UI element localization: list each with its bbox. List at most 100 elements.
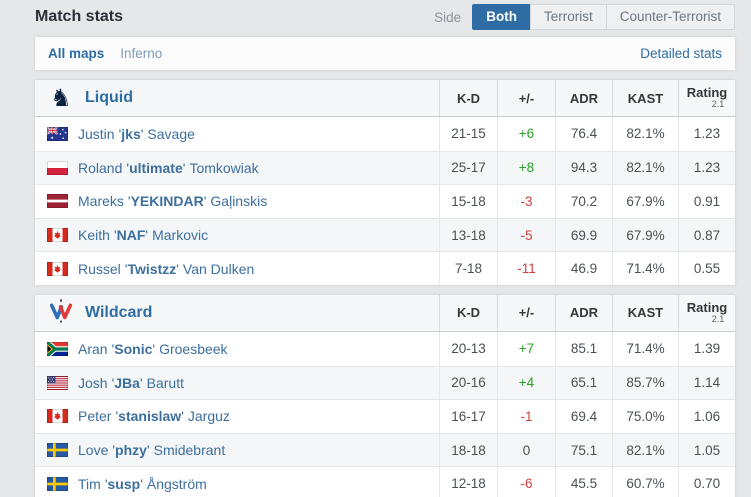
- kast-value: 82.1%: [612, 117, 678, 151]
- player-row: TimsuspÅngström 12-18 -6 45.5 60.7% 0.70: [35, 466, 735, 497]
- kd-value: 13-18: [439, 218, 497, 252]
- col-header-kd: K-D: [439, 80, 497, 116]
- maps-subnav: All maps Inferno Detailed stats: [35, 37, 735, 70]
- player-link[interactable]: RusselTwistzzVan Dulken: [78, 261, 254, 277]
- team-cell: ♞ Liquid: [35, 80, 439, 116]
- detailed-stats-link[interactable]: Detailed stats: [640, 46, 722, 61]
- col-header-plus-minus: +/-: [497, 294, 555, 331]
- flag-canada-icon: [47, 261, 68, 276]
- player-name-cell: JoshJBaBarutt: [35, 367, 439, 400]
- team-name-link[interactable]: Liquid: [85, 89, 133, 106]
- kd-value: 16-17: [439, 400, 497, 433]
- kast-value: 71.4%: [612, 331, 678, 366]
- adr-value: 65.1: [555, 366, 612, 400]
- wildcard-logo-icon: [46, 297, 76, 329]
- player-link[interactable]: AranSonicGroesbeek: [78, 341, 228, 357]
- adr-value: 69.4: [555, 400, 612, 433]
- plus-minus-value: +6: [497, 117, 555, 151]
- player-name-cell: RusselTwistzzVan Dulken: [35, 252, 439, 285]
- side-filter-label: Side: [434, 9, 462, 25]
- flag-poland-icon: [47, 160, 68, 175]
- map-link-inferno[interactable]: Inferno: [120, 46, 163, 61]
- flag-sweden-icon: [47, 443, 68, 458]
- side-filter-tabs: Both Terrorist Counter-Terrorist: [472, 4, 735, 30]
- plus-minus-value: +4: [497, 366, 555, 400]
- rating-label: Rating: [686, 85, 728, 101]
- rating-value: 1.23: [678, 151, 735, 185]
- rating-version: 2.1: [711, 314, 725, 325]
- adr-value: 46.9: [555, 252, 612, 285]
- rating-value: 1.39: [678, 331, 735, 366]
- kd-value: 21-15: [439, 117, 497, 151]
- player-link[interactable]: LovephzySmidebrant: [78, 442, 225, 458]
- player-row: AranSonicGroesbeek 20-13 +7 85.1 71.4% 1…: [35, 331, 735, 366]
- player-link[interactable]: PeterstanislawJarguz: [78, 408, 230, 424]
- player-name-cell: KeithNAFMarkovic: [35, 219, 439, 252]
- adr-value: 75.1: [555, 433, 612, 467]
- player-link[interactable]: RolandultimateTomkowiak: [78, 160, 259, 176]
- kd-value: 7-18: [439, 252, 497, 285]
- kast-value: 75.0%: [612, 400, 678, 433]
- player-name-cell: TimsuspÅngström: [35, 467, 439, 497]
- tab-terrorist[interactable]: Terrorist: [529, 4, 607, 30]
- player-link[interactable]: JustinjksSavage: [78, 126, 195, 142]
- rating-version: 2.1: [711, 99, 725, 110]
- kast-value: 60.7%: [612, 467, 678, 497]
- rating-value: 1.05: [678, 433, 735, 467]
- match-stats-header: Match stats Side Both Terrorist Counter-…: [0, 0, 751, 31]
- liquid-logo-icon: ♞: [50, 84, 72, 112]
- kast-value: 85.7%: [612, 366, 678, 400]
- rating-value: 1.23: [678, 117, 735, 151]
- team-name-link[interactable]: Wildcard: [85, 303, 153, 321]
- rating-value: 0.55: [678, 252, 735, 285]
- rating-value: 0.87: [678, 218, 735, 252]
- adr-value: 70.2: [555, 185, 612, 218]
- team-cell: Wildcard: [35, 295, 439, 331]
- adr-value: 94.3: [555, 151, 612, 185]
- rating-value: 0.91: [678, 185, 735, 218]
- kast-value: 67.9%: [612, 185, 678, 218]
- player-link[interactable]: MareksYEKINDARGaļinskis: [78, 193, 267, 209]
- table-body: JustinjksSavage 21-15 +6 76.4 82.1% 1.23…: [35, 117, 735, 285]
- kd-value: 20-16: [439, 366, 497, 400]
- map-link-all-maps[interactable]: All maps: [48, 46, 105, 61]
- player-row: JoshJBaBarutt 20-16 +4 65.1 85.7% 1.14: [35, 365, 735, 400]
- col-header-kast: KAST: [612, 294, 678, 331]
- kast-value: 82.1%: [612, 433, 678, 467]
- kast-value: 67.9%: [612, 218, 678, 252]
- player-link[interactable]: KeithNAFMarkovic: [78, 227, 208, 243]
- rating-value: 1.14: [678, 366, 735, 400]
- col-header-plus-minus: +/-: [497, 80, 555, 116]
- team-table-liquid: ♞ Liquid K-D +/- ADR KAST Rating 2.1 Jus…: [35, 80, 735, 285]
- kd-value: 25-17: [439, 151, 497, 185]
- player-row: KeithNAFMarkovic 13-18 -5 69.9 67.9% 0.8…: [35, 217, 735, 252]
- col-header-kd: K-D: [439, 294, 497, 331]
- player-name-cell: AranSonicGroesbeek: [35, 332, 439, 366]
- flag-united-states-icon: [47, 375, 68, 390]
- flag-canada-icon: [47, 409, 68, 424]
- plus-minus-value: -5: [497, 218, 555, 252]
- table-header-row: ♞ Liquid K-D +/- ADR KAST Rating 2.1: [35, 80, 735, 117]
- player-row: RolandultimateTomkowiak 25-17 +8 94.3 82…: [35, 150, 735, 185]
- plus-minus-value: -3: [497, 185, 555, 218]
- plus-minus-value: 0: [497, 433, 555, 467]
- player-link[interactable]: TimsuspÅngström: [78, 476, 207, 492]
- rating-value: 0.70: [678, 467, 735, 497]
- page-title: Match stats: [35, 8, 124, 25]
- adr-value: 76.4: [555, 117, 612, 151]
- player-row: MareksYEKINDARGaļinskis 15-18 -3 70.2 67…: [35, 184, 735, 218]
- player-name-cell: MareksYEKINDARGaļinskis: [35, 185, 439, 218]
- col-header-rating: Rating 2.1: [678, 294, 735, 331]
- flag-latvia-icon: [47, 194, 68, 209]
- tab-both[interactable]: Both: [472, 4, 531, 30]
- adr-value: 45.5: [555, 467, 612, 497]
- plus-minus-value: -1: [497, 400, 555, 433]
- player-link[interactable]: JoshJBaBarutt: [78, 375, 184, 391]
- player-row: JustinjksSavage 21-15 +6 76.4 82.1% 1.23: [35, 117, 735, 151]
- kd-value: 15-18: [439, 185, 497, 218]
- table-body: AranSonicGroesbeek 20-13 +7 85.1 71.4% 1…: [35, 331, 735, 497]
- tab-counter-terrorist[interactable]: Counter-Terrorist: [605, 4, 735, 30]
- kast-value: 82.1%: [612, 151, 678, 185]
- kast-value: 71.4%: [612, 252, 678, 285]
- player-name-cell: LovephzySmidebrant: [35, 434, 439, 467]
